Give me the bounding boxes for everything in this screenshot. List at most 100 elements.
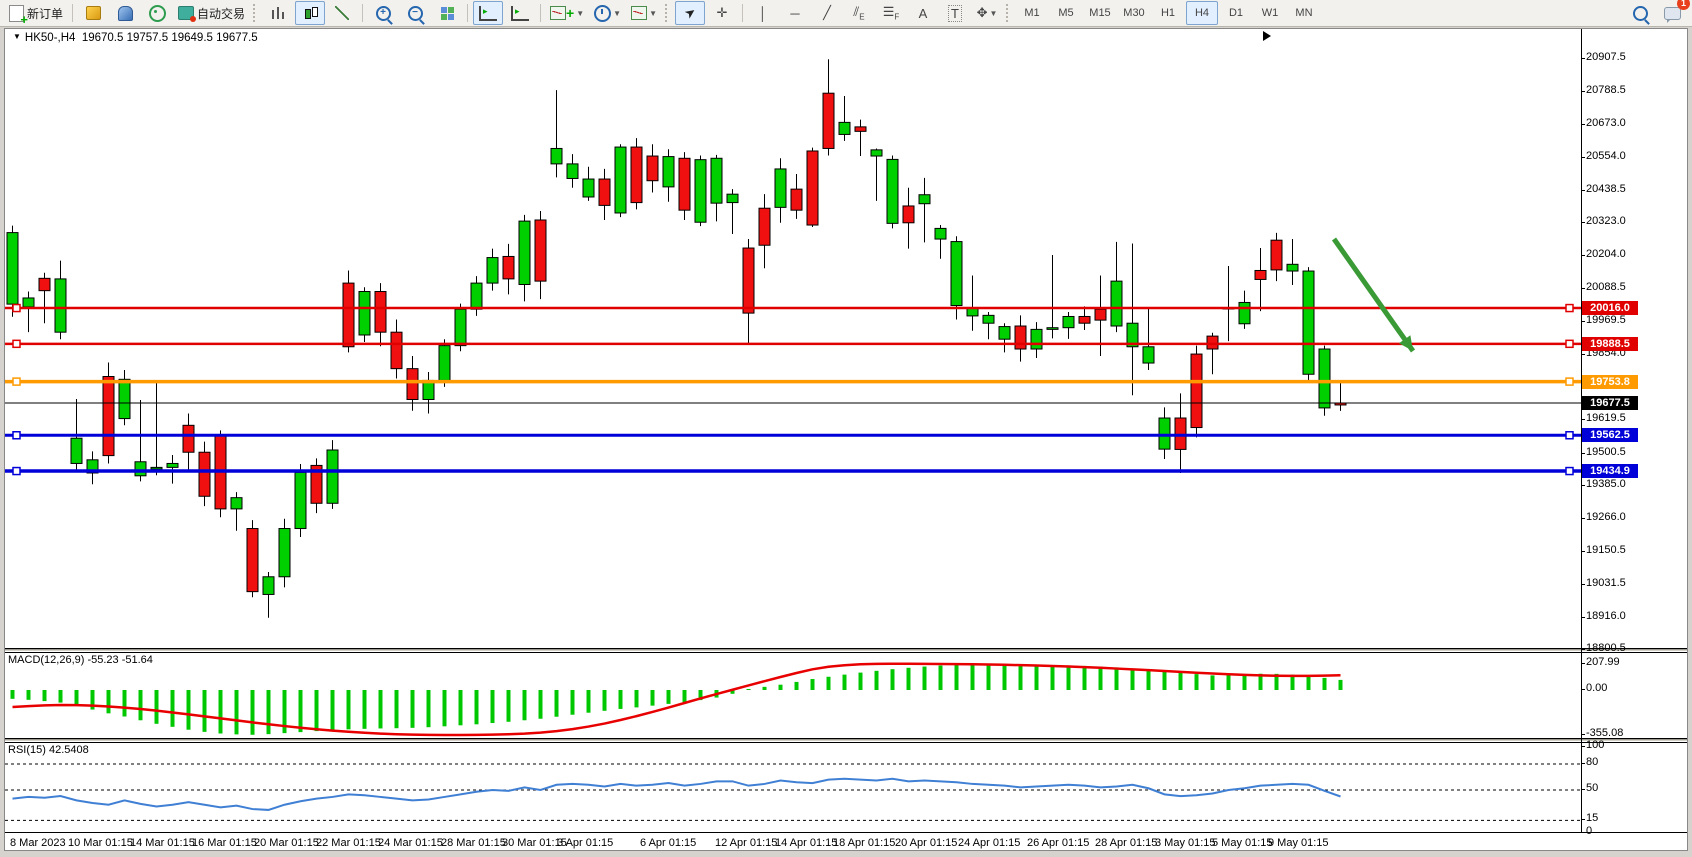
macd-histogram-bar <box>122 690 127 717</box>
macd-histogram-bar <box>1178 672 1183 690</box>
macd-histogram-bar <box>1018 665 1023 690</box>
rsi-panel[interactable]: RSI(15) 42.5408 <box>5 742 1687 833</box>
templates-button[interactable]: ▼ <box>627 1 661 25</box>
channel-button[interactable]: ⫽E <box>844 1 874 25</box>
text-icon: A <box>918 5 928 21</box>
candle-body <box>838 121 851 135</box>
separator <box>467 4 469 22</box>
line-handle[interactable] <box>12 431 21 440</box>
line-handle[interactable] <box>12 303 21 313</box>
macd-histogram-bar <box>1050 665 1055 690</box>
toolbar-grip <box>1005 4 1012 22</box>
macd-tick-label: 0.00 <box>1581 682 1608 694</box>
chart-window[interactable]: ▼ HK50-,H4 19670.5 19757.5 19649.5 19677.… <box>4 28 1688 851</box>
macd-histogram-bar <box>1162 670 1167 690</box>
macd-histogram-bar <box>730 690 735 694</box>
auto-scroll-button[interactable]: ▸ <box>473 1 504 25</box>
macd-histogram-bar <box>746 688 751 690</box>
macd-signal-line <box>12 662 1341 737</box>
timeframe-m5[interactable]: M5 <box>1058 7 1074 19</box>
toolbar-grip <box>253 4 259 22</box>
trend-arrow-head[interactable] <box>1399 335 1413 351</box>
cursor-button[interactable]: ➤ <box>674 1 705 25</box>
search-button[interactable] <box>1625 1 1655 25</box>
macd-histogram-bar <box>346 690 351 730</box>
bar-chart-button[interactable] <box>263 1 293 25</box>
time-axis-label: 16 Mar 01:15 <box>192 837 257 849</box>
line-handle[interactable] <box>1565 339 1574 349</box>
macd-histogram-bar <box>1114 667 1119 690</box>
text-button[interactable]: A <box>908 1 938 25</box>
candle-body <box>694 159 707 223</box>
candle-body <box>1302 270 1315 375</box>
equidistant-channel-icon: ⫽E <box>853 4 865 22</box>
terminal-button[interactable] <box>142 1 172 25</box>
autotrading-button[interactable]: 自动交易 <box>174 1 249 25</box>
candle-body <box>150 466 163 470</box>
tile-windows-button[interactable] <box>432 1 462 25</box>
text-label-button[interactable]: T <box>940 1 970 25</box>
timeframe-h1[interactable]: H1 <box>1160 7 1176 19</box>
macd-histogram-bar <box>698 690 703 701</box>
navigator-button[interactable] <box>110 1 140 25</box>
timeframe-h4[interactable]: H4 <box>1185 1 1218 25</box>
notifications-button[interactable]: 1 <box>1657 0 1690 25</box>
timeframe-mn[interactable]: MN <box>1295 7 1313 19</box>
candle-body <box>1014 325 1027 350</box>
fibonacci-button[interactable]: ☰F <box>876 1 906 25</box>
zoom-in-icon: + <box>375 5 391 21</box>
timeframe-m15[interactable]: M15 <box>1089 7 1111 19</box>
chart-shift-button[interactable]: ▸ <box>505 1 535 25</box>
panel-separator[interactable] <box>5 739 1687 742</box>
timeframe-m30[interactable]: M30 <box>1123 7 1145 19</box>
candle-body <box>1094 308 1107 321</box>
vertical-line-button[interactable]: │ <box>748 1 778 25</box>
price-panel[interactable]: ▼ HK50-,H4 19670.5 19757.5 19649.5 19677.… <box>5 29 1687 649</box>
macd-histogram-bar <box>890 669 895 690</box>
macd-panel[interactable]: MACD(12,26,9) -55.23 -51.64 <box>5 652 1687 739</box>
new-order-button[interactable]: 新订单 <box>5 1 67 27</box>
candle-body <box>1062 315 1075 329</box>
timeframe-w1[interactable]: W1 <box>1261 7 1279 19</box>
market-watch-button[interactable] <box>78 1 108 25</box>
candle-body <box>902 205 915 224</box>
horizontal-line-button[interactable]: ─ <box>780 1 810 25</box>
candlestick-chart-button[interactable] <box>295 1 326 25</box>
macd-tick-label: 207.99 <box>1582 655 1620 668</box>
line-handle[interactable] <box>1565 431 1574 440</box>
candlestick-chart[interactable] <box>5 29 1581 648</box>
indicators-button[interactable]: + ▼ <box>546 1 588 25</box>
trendline-button[interactable]: ╱ <box>812 1 842 25</box>
line-handle[interactable] <box>12 466 21 476</box>
separator <box>540 4 542 22</box>
candle-body <box>822 92 835 149</box>
line-handle[interactable] <box>1565 303 1574 313</box>
timeframe-m1[interactable]: M1 <box>1024 7 1040 19</box>
line-handle[interactable] <box>1565 466 1574 476</box>
line-handle[interactable] <box>1565 377 1574 386</box>
chevron-down-icon: ▼ <box>576 8 585 18</box>
candle-body <box>630 146 643 204</box>
zoom-out-button[interactable]: − <box>400 1 430 25</box>
line-handle[interactable] <box>12 377 21 386</box>
panel-separator[interactable] <box>5 649 1687 652</box>
line-chart-button[interactable] <box>327 1 357 25</box>
time-axis-label: 10 Mar 01:15 <box>68 837 133 849</box>
trend-arrow[interactable] <box>1331 237 1416 353</box>
crosshair-button[interactable]: ✛ <box>707 1 737 25</box>
candle-body <box>518 220 531 285</box>
macd-histogram-bar <box>378 690 383 729</box>
time-axis-label: 24 Apr 01:15 <box>958 837 1021 849</box>
candle-body <box>166 462 179 468</box>
timeframe-d1[interactable]: D1 <box>1228 7 1244 19</box>
candle-body <box>278 528 291 578</box>
zoom-in-button[interactable]: + <box>368 1 398 25</box>
line-handle[interactable] <box>12 339 21 349</box>
arrows-button[interactable]: ✥ ▼ <box>972 1 1002 25</box>
price-tick-label: 20788.5 <box>1582 84 1626 97</box>
rsi-label: RSI(15) 42.5408 <box>8 744 89 756</box>
periods-button[interactable]: ▼ <box>590 1 625 25</box>
one-click-trading-icon[interactable]: ▼ <box>13 32 21 41</box>
plus-icon: + <box>566 5 575 21</box>
